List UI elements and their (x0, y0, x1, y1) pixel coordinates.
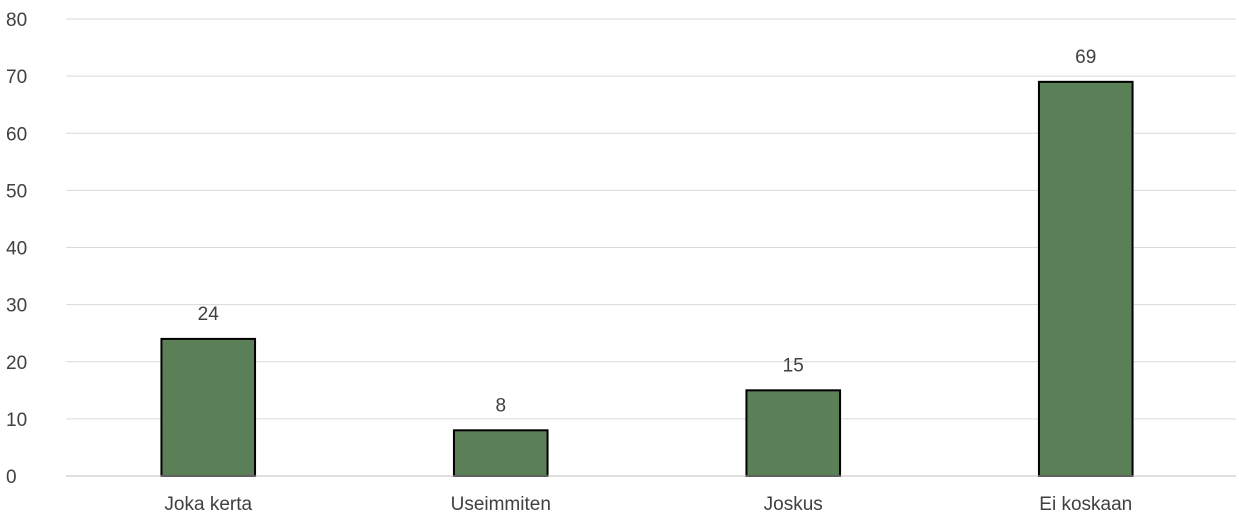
y-axis-tick-labels: 0 10 20 30 40 50 60 70 80 (6, 10, 27, 488)
bar-joka-kerta (160, 337, 257, 477)
category-label-joka-kerta: Joka kerta (164, 494, 252, 515)
y-tick-label-60: 60 (6, 124, 27, 145)
data-label-joskus: 15 (783, 355, 804, 376)
y-tick-label-40: 40 (6, 239, 27, 260)
data-label-ei-koskaan: 69 (1075, 47, 1096, 68)
x-axis-category-labels: Joka kerta Useimmiten Joskus Ei koskaan (164, 494, 1132, 515)
data-label-useimmiten: 8 (495, 395, 506, 416)
bar-useimmiten (452, 429, 549, 477)
y-tick-label-50: 50 (6, 181, 27, 202)
data-label-joka-kerta: 24 (198, 304, 220, 325)
category-label-ei-koskaan: Ei koskaan (1039, 494, 1132, 515)
y-tick-label-70: 70 (6, 67, 27, 88)
category-label-useimmiten: Useimmiten (451, 494, 551, 515)
y-tick-label-0: 0 (6, 467, 17, 488)
y-tick-label-80: 80 (6, 10, 27, 31)
bar-ei-koskaan (1037, 80, 1134, 478)
y-tick-label-10: 10 (6, 410, 27, 431)
bar-joskus (745, 389, 842, 477)
y-tick-label-20: 20 (6, 353, 27, 374)
category-label-joskus: Joskus (764, 494, 823, 515)
bars (160, 80, 1134, 478)
gridlines (66, 18, 1236, 420)
data-labels: 24 8 15 69 (198, 47, 1097, 416)
y-tick-label-30: 30 (6, 296, 27, 317)
